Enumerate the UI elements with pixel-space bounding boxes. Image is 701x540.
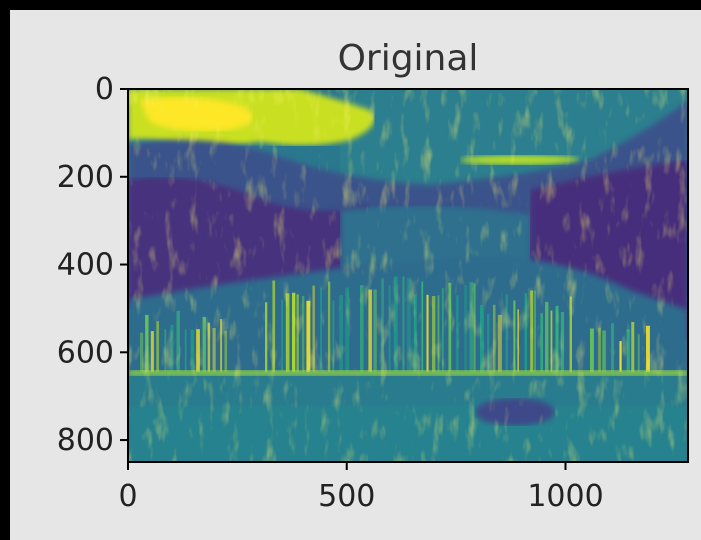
y-tick-label: 0 (95, 72, 114, 107)
image-plot: Original (57, 38, 689, 514)
chart-title: Original (338, 38, 479, 79)
x-tick-label: 1000 (527, 479, 603, 514)
figure: Original (10, 10, 701, 540)
image-heatmap (128, 89, 688, 462)
axes-frame (127, 88, 689, 463)
y-tick-label: 200 (57, 160, 114, 195)
x-tick-label: 500 (318, 479, 375, 514)
x-axis: 0 500 1000 (118, 462, 604, 514)
y-tick-label: 800 (57, 423, 114, 458)
y-tick-label: 600 (57, 335, 114, 370)
y-axis: 0 200 400 600 800 (57, 72, 128, 458)
y-tick-label: 400 (57, 248, 114, 283)
x-tick-label: 0 (118, 479, 137, 514)
